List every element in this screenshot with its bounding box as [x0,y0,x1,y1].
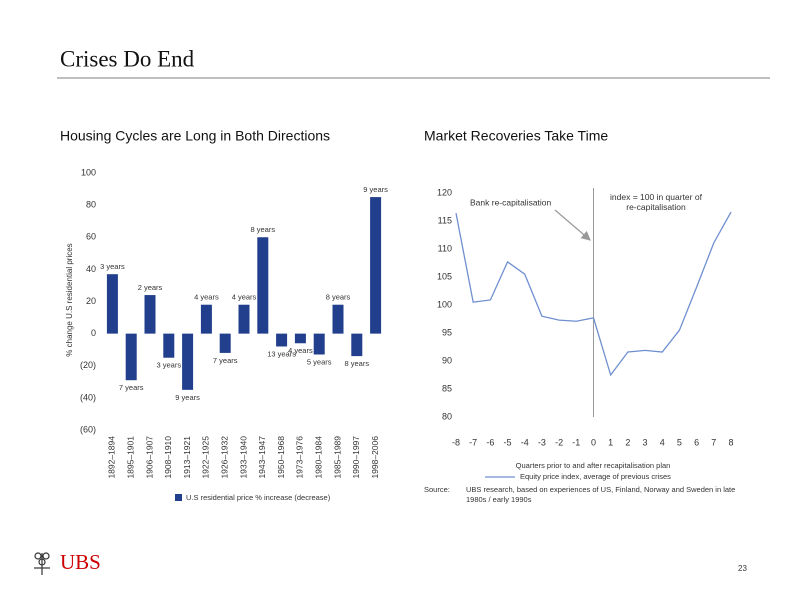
y-tick-label: 115 [438,215,452,225]
y-tick-label: 85 [442,383,452,393]
y-tick-label: 60 [86,232,96,242]
x-tick-label: 7 [711,437,716,447]
x-tick-label: 1 [608,437,613,447]
x-tick-label: 1913–1921 [182,436,192,479]
x-tick-label: 1943–1947 [257,436,267,479]
x-tick-label: 1950–1968 [276,436,286,479]
source-label: Source: [424,485,450,494]
annotation: Bank re-capitalisation [470,197,552,207]
x-tick-label: 1980–1984 [313,436,323,479]
bar [182,333,194,390]
x-tick-label: -3 [538,437,546,447]
y-tick-label: (60) [80,424,96,434]
y-tick-label: (40) [80,392,96,402]
x-tick-label: 1895–1901 [125,436,135,479]
x-tick-label: 2 [625,437,630,447]
bar-annotation: 2 years [138,283,163,292]
x-tick-label: -6 [486,437,494,447]
x-tick-label: -4 [521,437,529,447]
logo-icon [34,552,50,575]
y-tick-label: 80 [86,200,96,210]
x-tick-label: 0 [591,437,596,447]
x-tick-label: 5 [677,437,682,447]
bar-annotation: 4 years [288,346,313,355]
y-tick-label: 95 [442,327,452,337]
x-tick-label: 6 [694,437,699,447]
bar-annotation: 4 years [232,293,257,302]
bar-annotation: 9 years [363,185,388,194]
x-tick-label: 8 [728,437,733,447]
slide-title: Crises Do End [60,46,195,71]
x-tick-label: 1998–2006 [370,436,380,479]
right-subtitle: Market Recoveries Take Time [424,128,608,144]
x-tick-label: 1922–1925 [201,436,211,479]
bar [313,333,325,355]
x-tick-label: 1990–1997 [351,436,361,479]
bar [257,237,269,334]
bar [219,333,231,353]
y-tick-label: (20) [80,360,96,370]
bar-annotation: 13 years [267,349,296,358]
bar-annotation: 8 years [250,225,275,234]
y-tick-label: 80 [442,411,452,421]
page-number: 23 [738,564,747,573]
y-axis-label: % change U.S residential prices [65,243,74,356]
y-tick-label: 120 [437,187,452,197]
bar-annotation: 8 years [344,359,369,368]
bar-annotation: 8 years [326,293,351,302]
x-tick-label: -2 [555,437,563,447]
bar [144,295,156,334]
x-tick-label: -8 [452,437,460,447]
x-axis-label: Quarters prior to and after recapitalisa… [516,461,671,470]
bar-annotation: 5 years [307,357,332,366]
bar [276,333,288,347]
bar-annotation: 9 years [175,393,200,402]
bar [125,333,137,381]
bar [106,274,118,334]
bar [332,304,344,334]
bar [238,304,250,334]
annotation: index = 100 in quarter of re-capitalisat… [610,192,702,212]
bar [200,304,212,334]
x-tick-label: -1 [572,437,580,447]
series-line [455,211,732,377]
y-tick-label: 100 [437,299,452,309]
x-tick-label: -7 [469,437,477,447]
annotation-arrow [554,209,591,241]
y-tick-label: 20 [86,296,96,306]
y-tick-label: 40 [86,264,96,274]
left-subtitle: Housing Cycles are Long in Both Directio… [60,128,330,144]
x-tick-label: 1908–1910 [163,436,173,479]
bar-annotation: 7 years [213,356,238,365]
x-tick-label: 3 [643,437,648,447]
x-tick-label: 4 [660,437,665,447]
bar [351,333,363,357]
source-text: UBS research, based on experiences of US… [466,485,736,504]
y-tick-label: 0 [91,328,96,338]
x-tick-label: 1973–1976 [295,436,305,479]
legend-label: U.S residential price % increase (decrea… [186,493,331,502]
bar [294,333,306,344]
x-tick-label: 1892–1894 [107,436,117,479]
logo-text: UBS [60,550,101,574]
x-tick-label: -5 [504,437,512,447]
bar-annotation: 3 years [100,262,125,271]
x-tick-label: 1926–1932 [219,436,229,479]
y-tick-label: 100 [81,167,96,177]
legend-swatch [175,494,182,501]
bar-annotation: 3 years [156,361,181,370]
x-tick-label: 1933–1940 [238,436,248,479]
y-tick-label: 90 [442,355,452,365]
bar-annotation: 4 years [194,293,219,302]
bar-annotation: 7 years [119,383,144,392]
x-tick-label: 1985–1989 [332,436,342,479]
y-tick-label: 105 [437,271,452,281]
x-tick-label: 1906–1907 [144,436,154,479]
legend-label: Equity price index, average of previous … [520,472,671,481]
bar [163,333,175,358]
y-tick-label: 110 [438,243,452,253]
bar [370,197,382,334]
